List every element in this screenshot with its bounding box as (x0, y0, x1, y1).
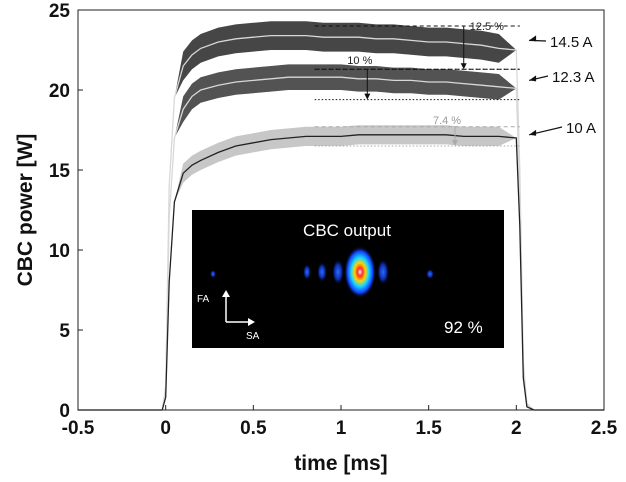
curve-label-arrow-head (529, 35, 537, 42)
curve-label: 12.3 A (552, 69, 595, 86)
y-tick-label: 5 (59, 321, 70, 342)
x-tick-label: 0.5 (240, 418, 267, 439)
curve-labels: 14.5 A 12.3 A 10 A (528, 34, 596, 137)
x-tick-label: 2.5 (591, 418, 618, 439)
side-lobe (210, 270, 216, 278)
annotation-arrow-head (364, 93, 371, 100)
side-lobe (332, 259, 344, 285)
y-tick-label: 25 (49, 1, 71, 22)
annotation-label: 12.5 % (470, 21, 504, 33)
side-lobe (303, 264, 311, 280)
curve-label-arrow-head (529, 75, 537, 82)
y-tick-label: 20 (49, 81, 70, 102)
annotation-label: 7.4 % (433, 115, 461, 127)
x-tick-label: 1 (336, 418, 347, 439)
x-tick-label: 2 (511, 418, 522, 439)
side-lobe (426, 269, 434, 279)
x-axis-label: time [ms] (294, 452, 387, 475)
inset-fa-label: FA (197, 294, 210, 305)
y-tick-label: 15 (49, 161, 71, 182)
y-axis-label: CBC power [W] (14, 134, 37, 287)
y-tick-label: 0 (59, 401, 70, 422)
annotation-arrow-head (451, 140, 458, 146)
side-lobe (377, 259, 389, 285)
inset-beam-profile: CBC output FA SA 92 % (192, 210, 504, 348)
x-tick-label: -0.5 (62, 418, 95, 439)
annotation-arrow-head (460, 63, 467, 70)
y-tick-label: 10 (49, 241, 70, 262)
inset-title: CBC output (303, 221, 391, 240)
percent-annotations: 12.5 % 10 % 7.4 % (314, 21, 520, 147)
annotation-label: 10 % (347, 55, 372, 67)
curve-label-arrow-head (529, 129, 537, 136)
series-line (78, 134, 604, 411)
central-lobe (344, 246, 376, 298)
fa-arrow-head (222, 290, 230, 297)
series-line (78, 34, 604, 411)
side-lobe (317, 262, 327, 282)
x-tick-label: 1.5 (415, 418, 442, 439)
sa-arrow-head (248, 318, 255, 326)
series-lines (78, 34, 604, 411)
inset-efficiency: 92 % (444, 318, 483, 337)
curve-label: 10 A (566, 120, 596, 137)
x-axis-ticks: -0.5 0 0.5 1 1.5 2 2.5 (62, 405, 618, 439)
x-tick-label: 0 (160, 418, 171, 439)
inset-sa-label: SA (246, 331, 260, 342)
y-axis-ticks: 0 5 10 15 20 25 (49, 1, 83, 422)
curve-label: 14.5 A (550, 34, 593, 51)
series-line (78, 76, 604, 411)
